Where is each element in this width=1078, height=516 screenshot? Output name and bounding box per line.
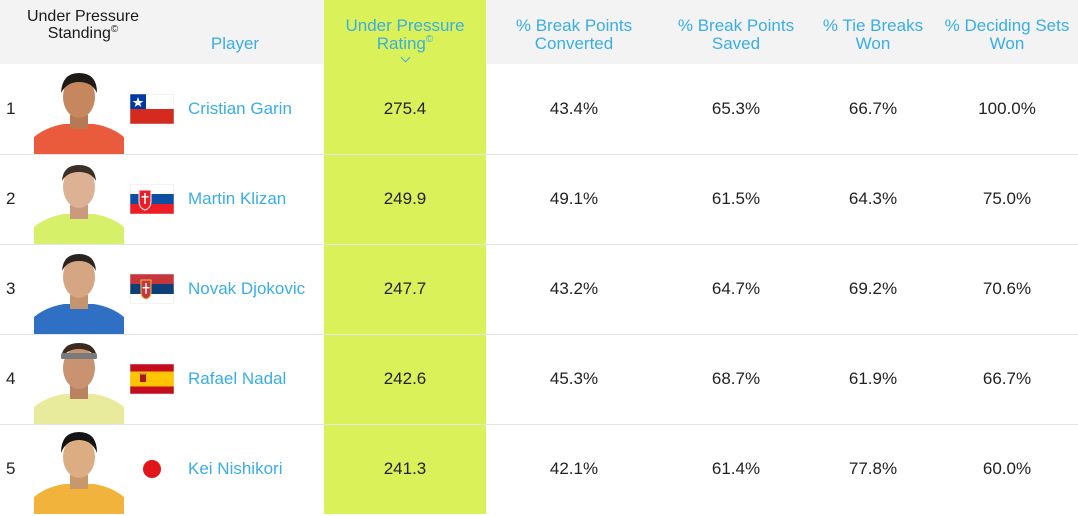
player-column-header[interactable]: Player [130, 0, 324, 64]
break-points-saved-cell: 64.7% [662, 244, 810, 335]
player-photo-avatar[interactable] [34, 157, 124, 244]
table-row: 5 Kei Nishikori 241.3 42.1% 61.4% 77.8% [0, 424, 1078, 514]
break-points-converted-cell: 45.3% [486, 334, 662, 425]
tie-breaks-won-column-header[interactable]: % Tie Breaks Won [810, 0, 936, 64]
player-name-cell: Rafael Nadal [182, 334, 324, 425]
table-row: 1 Cristian Garin 275.4 [0, 64, 1078, 155]
player-photo-avatar[interactable] [34, 427, 124, 514]
deciding-sets-won-header-label: % Deciding Sets Won [944, 16, 1070, 53]
player-name-cell: Kei Nishikori [182, 424, 324, 514]
break-points-saved-cell: 61.5% [662, 154, 810, 245]
break-points-converted-header-label: % Break Points Converted [515, 16, 633, 53]
spain-flag-icon [130, 364, 174, 394]
deciding-sets-won-cell: 70.6% [936, 244, 1078, 335]
flag-cell [130, 64, 182, 155]
rating-cell: 249.9 [324, 154, 486, 245]
break-points-saved-header-label: % Break Points Saved [677, 16, 795, 53]
player-photo-avatar[interactable] [34, 337, 124, 424]
rating-cell: 247.7 [324, 244, 486, 335]
flag-cell [130, 334, 182, 425]
tie-breaks-won-cell: 64.3% [810, 154, 936, 245]
flag-cell [130, 244, 182, 335]
sort-chevron-down-icon[interactable] [400, 52, 411, 63]
deciding-sets-won-cell: 66.7% [936, 334, 1078, 425]
player-name-link[interactable]: Martin Klizan [188, 189, 287, 208]
player-name-link[interactable]: Kei Nishikori [188, 459, 283, 479]
tie-breaks-won-cell: 77.8% [848, 459, 898, 479]
flag-cell [130, 424, 182, 514]
rank-cell: 5 [6, 459, 16, 479]
player-name-cell: Martin Klizan [182, 154, 324, 245]
rating-cell: 241.3 [324, 424, 486, 514]
rating-cell: 275.4 [324, 64, 486, 155]
rank-cell: 3 [0, 244, 32, 335]
deciding-sets-won-cell: 100.0% [936, 64, 1078, 155]
table-row: 3 Novak D [0, 244, 1078, 335]
player-name-cell: Novak Djokovic [182, 244, 324, 335]
japan-flag-icon [130, 454, 174, 485]
player-header-label: Player [210, 34, 260, 53]
deciding-sets-won-column-header[interactable]: % Deciding Sets Won [936, 0, 1078, 64]
slovakia-flag-icon [130, 184, 174, 214]
player-photo-cell [32, 424, 130, 514]
player-photo-cell [32, 64, 130, 155]
rating-cell: 242.6 [324, 334, 486, 425]
tie-breaks-won-cell: 61.9% [810, 334, 936, 425]
player-photo-cell [32, 334, 130, 425]
player-name-link[interactable]: Rafael Nadal [188, 369, 287, 388]
break-points-saved-cell: 61.4% [711, 459, 761, 479]
rank-cell: 4 [0, 334, 32, 425]
player-photo-avatar[interactable] [34, 67, 124, 154]
player-name-link[interactable]: Cristian Garin [188, 98, 292, 118]
standing-column-header[interactable]: Under Pressure Standing© [0, 0, 139, 64]
break-points-converted-cell: 49.1% [486, 154, 662, 245]
chile-flag-icon [130, 93, 174, 124]
standing-header-label: Under Pressure Standing [26, 8, 140, 42]
break-points-saved-cell: 65.3% [662, 64, 810, 155]
player-photo-cell [32, 244, 130, 335]
deciding-sets-won-cell: 75.0% [936, 154, 1078, 245]
tie-breaks-won-cell: 66.7% [810, 64, 936, 155]
break-points-converted-cell: 43.2% [486, 244, 662, 335]
player-name-link[interactable]: Novak Djokovic [188, 279, 306, 298]
deciding-sets-won-cell: 60.0% [982, 459, 1032, 479]
header-row: Under Pressure Standing© Player Under Pr… [0, 0, 1078, 64]
break-points-saved-cell: 68.7% [662, 334, 810, 425]
table-row: 4 Rafael Nadal [0, 334, 1078, 425]
rating-column-header[interactable]: Under Pressure Rating© [324, 0, 486, 64]
flag-cell [130, 154, 182, 245]
serbia-flag-icon [130, 274, 174, 304]
break-points-converted-cell: 42.1% [549, 459, 599, 479]
rank-cell: 2 [0, 154, 32, 245]
copyright-mark: © [425, 34, 434, 45]
copyright-mark: © [110, 24, 119, 35]
player-photo-avatar[interactable] [34, 247, 124, 334]
break-points-saved-column-header[interactable]: % Break Points Saved [662, 0, 810, 64]
break-points-converted-cell: 43.4% [486, 64, 662, 155]
table-row: 2 Martin [0, 154, 1078, 245]
player-name-cell: Cristian Garin [182, 64, 324, 155]
rank-cell: 1 [0, 64, 32, 155]
break-points-converted-column-header[interactable]: % Break Points Converted [486, 0, 662, 64]
player-photo-cell [32, 154, 130, 245]
rating-header-label: Under Pressure Rating [345, 16, 465, 53]
tie-breaks-won-cell: 69.2% [810, 244, 936, 335]
tie-breaks-won-header-label: % Tie Breaks Won [822, 16, 924, 53]
